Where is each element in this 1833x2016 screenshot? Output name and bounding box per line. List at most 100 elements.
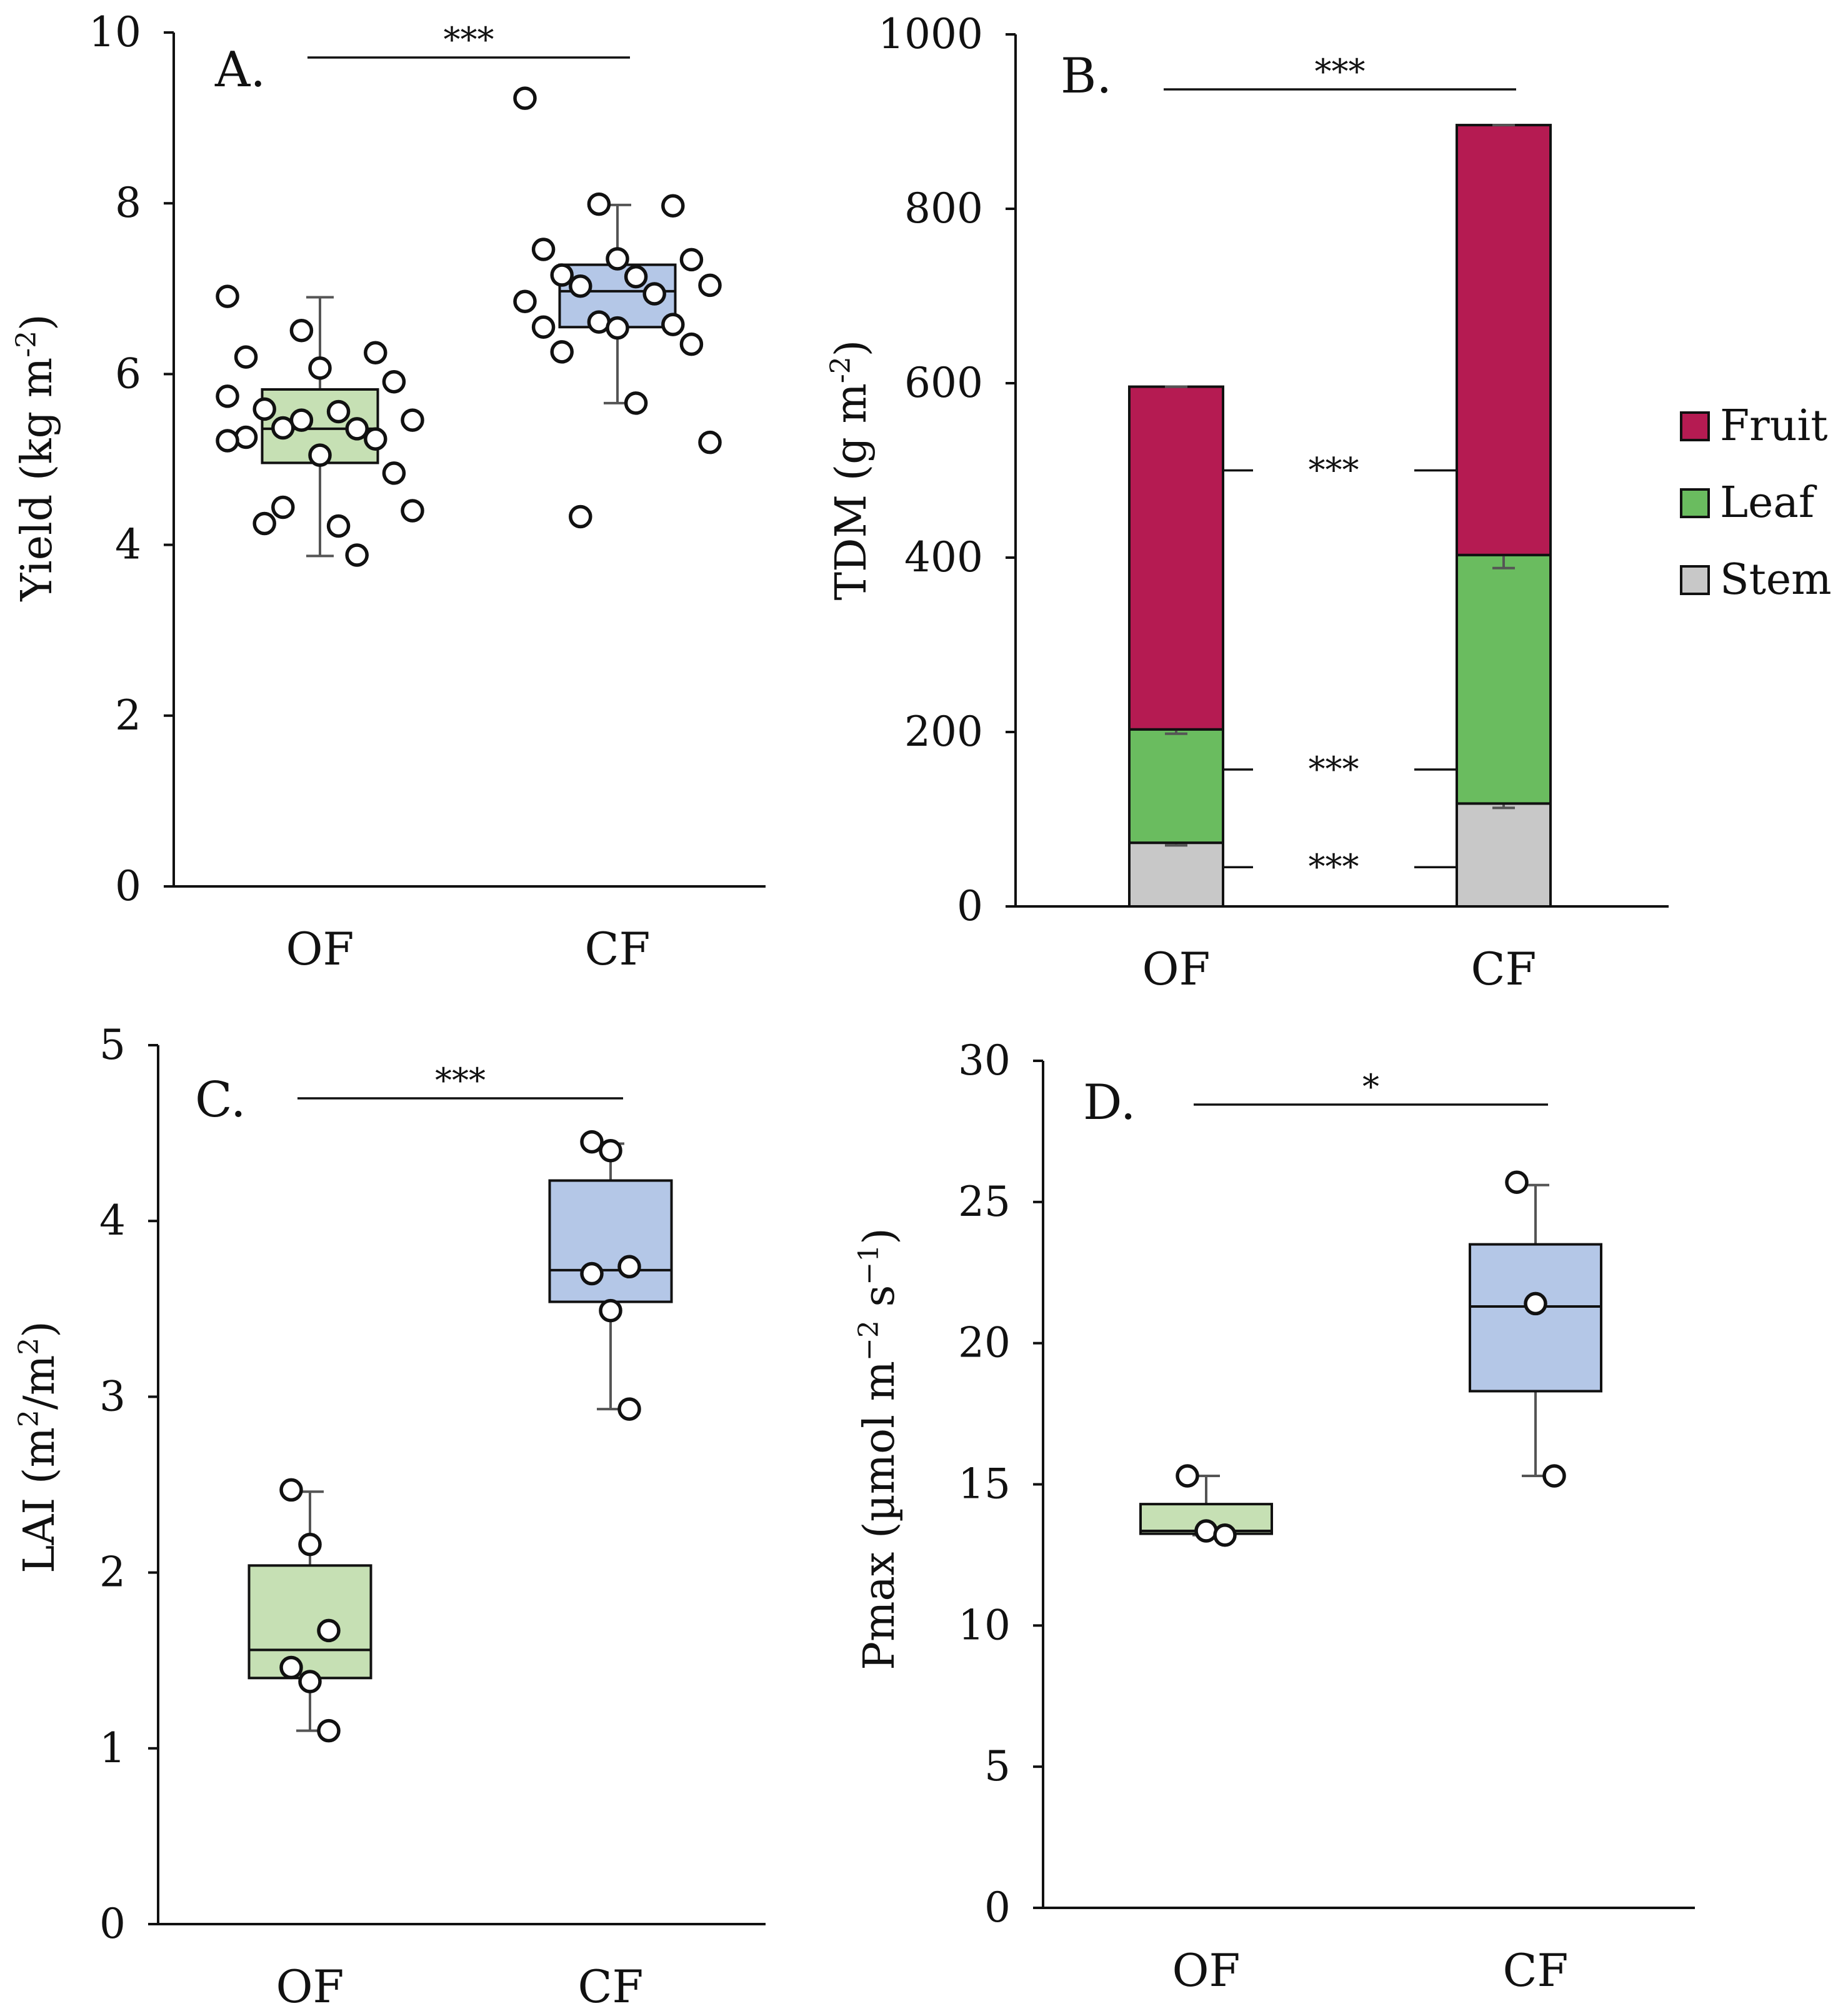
data-point: [326, 399, 351, 424]
data-point: [317, 1718, 341, 1743]
bar-fruit-cf: [1456, 124, 1552, 556]
panel-c-y-axis-label: LAI (m2/m2): [13, 1321, 65, 1573]
y-tick-label: 0: [115, 862, 141, 910]
x-category-label: OF: [276, 1960, 344, 2013]
component-significance-label: ***: [1309, 750, 1359, 789]
y-tick-label: 10: [89, 8, 141, 56]
panel-c-lai: C. LAI (m2/m2) 0 1 2 3 4 5 OF CF ***: [13, 1021, 766, 2013]
data-point: [308, 356, 332, 380]
legend-label-stem: Stem: [1720, 555, 1832, 604]
x-category-label: CF: [577, 1960, 643, 2013]
data-point: [679, 248, 704, 272]
data-point: [382, 369, 406, 394]
significance-label: ***: [444, 20, 494, 59]
legend-label-leaf: Leaf: [1720, 478, 1817, 528]
y-tick-label: 400: [904, 533, 983, 581]
box-of: [247, 1564, 372, 1680]
data-point: [401, 408, 424, 432]
panel-d-label: D.: [1083, 1075, 1136, 1131]
legend-swatch-stem: [1680, 565, 1710, 595]
data-point: [345, 543, 369, 567]
data-point: [308, 443, 332, 467]
y-tick-label: 5: [984, 1742, 1011, 1790]
panel-d-pmax: D. Pmax (µmol m−2 s−1) 0 5 10 15 20 25 30 OF CF *: [853, 1036, 1695, 1997]
legend-swatch-fruit: [1680, 411, 1710, 441]
legend-swatch-leaf: [1680, 488, 1710, 518]
data-point: [569, 504, 592, 529]
y-tick-label: 20: [958, 1319, 1011, 1367]
data-point: [1194, 1519, 1218, 1543]
data-point: [661, 313, 685, 336]
significance-label: *: [1362, 1067, 1379, 1106]
y-tick-label: 4: [99, 1196, 126, 1245]
data-point: [289, 318, 314, 343]
y-tick-label: 2: [99, 1548, 126, 1597]
data-point: [234, 345, 258, 369]
data-point: [279, 1478, 303, 1502]
x-category-label: CF: [1471, 943, 1536, 995]
y-tick-label: 600: [904, 359, 983, 407]
x-category-label: OF: [1172, 1944, 1241, 1997]
y-tick-label: 1000: [878, 10, 983, 58]
data-point: [382, 461, 406, 485]
data-point: [599, 1298, 622, 1323]
y-tick-label: 0: [984, 1883, 1011, 1932]
x-category-label: OF: [1142, 943, 1211, 995]
data-point: [624, 391, 648, 415]
component-significance-label: ***: [1309, 451, 1359, 490]
data-point: [550, 263, 574, 287]
data-point: [345, 417, 369, 441]
panel-a-yield: A. Yield (kg m-2) 0 2 4 6 8 10 OF CF ***: [11, 8, 766, 975]
data-point: [364, 341, 387, 364]
data-point: [550, 340, 574, 364]
data-point: [1505, 1170, 1529, 1194]
data-point: [216, 284, 239, 308]
bar-leaf-cf: [1456, 553, 1552, 805]
data-point: [298, 1532, 322, 1557]
data-point: [216, 429, 239, 453]
y-tick-label: 200: [904, 708, 983, 756]
data-point: [401, 499, 424, 523]
data-point: [624, 264, 648, 289]
panel-b-tdm: B. TDM (g m-2) 0 200 400 600 800 1000 OF CF *** *…: [825, 10, 1832, 995]
panel-b-label: B.: [1061, 48, 1112, 104]
data-point: [698, 430, 722, 454]
data-point: [364, 427, 387, 451]
y-tick-label: 4: [115, 521, 141, 569]
y-tick-label: 2: [115, 691, 141, 740]
data-point: [252, 511, 276, 536]
component-significance-label: ***: [1309, 847, 1359, 886]
y-tick-label: 800: [904, 184, 983, 233]
x-category-label: CF: [584, 923, 650, 975]
data-point: [679, 332, 704, 356]
data-point: [531, 238, 556, 261]
bar-stem-of: [1128, 841, 1224, 908]
data-point: [1524, 1291, 1547, 1316]
bar-leaf-of: [1128, 728, 1224, 845]
x-category-label: OF: [286, 923, 354, 975]
data-point: [606, 247, 629, 271]
significance-label: ***: [1315, 52, 1366, 91]
y-tick-label: 30: [958, 1036, 1011, 1085]
box-cf: [548, 1179, 673, 1303]
data-point: [513, 289, 537, 314]
panel-b-y-axis-label: TDM (g m-2): [825, 340, 877, 601]
y-tick-label: 8: [115, 179, 141, 227]
data-point: [617, 1397, 641, 1421]
data-point: [580, 1130, 604, 1154]
data-point: [271, 416, 295, 440]
panel-d-y-axis-label: Pmax (µmol m−2 s−1): [853, 1228, 905, 1670]
y-tick-label: 1: [99, 1724, 126, 1772]
data-point: [569, 274, 592, 298]
data-point: [698, 273, 722, 298]
y-tick-label: 3: [99, 1372, 126, 1420]
data-point: [617, 1255, 641, 1279]
data-point: [317, 1618, 341, 1643]
data-point: [580, 1261, 604, 1286]
data-point: [1542, 1464, 1566, 1488]
bar-fruit-of: [1128, 385, 1224, 731]
panel-c-label: C.: [195, 1072, 246, 1128]
panel-a-y-axis-label: Yield (kg m-2): [11, 314, 62, 601]
y-tick-label: 0: [957, 882, 983, 930]
